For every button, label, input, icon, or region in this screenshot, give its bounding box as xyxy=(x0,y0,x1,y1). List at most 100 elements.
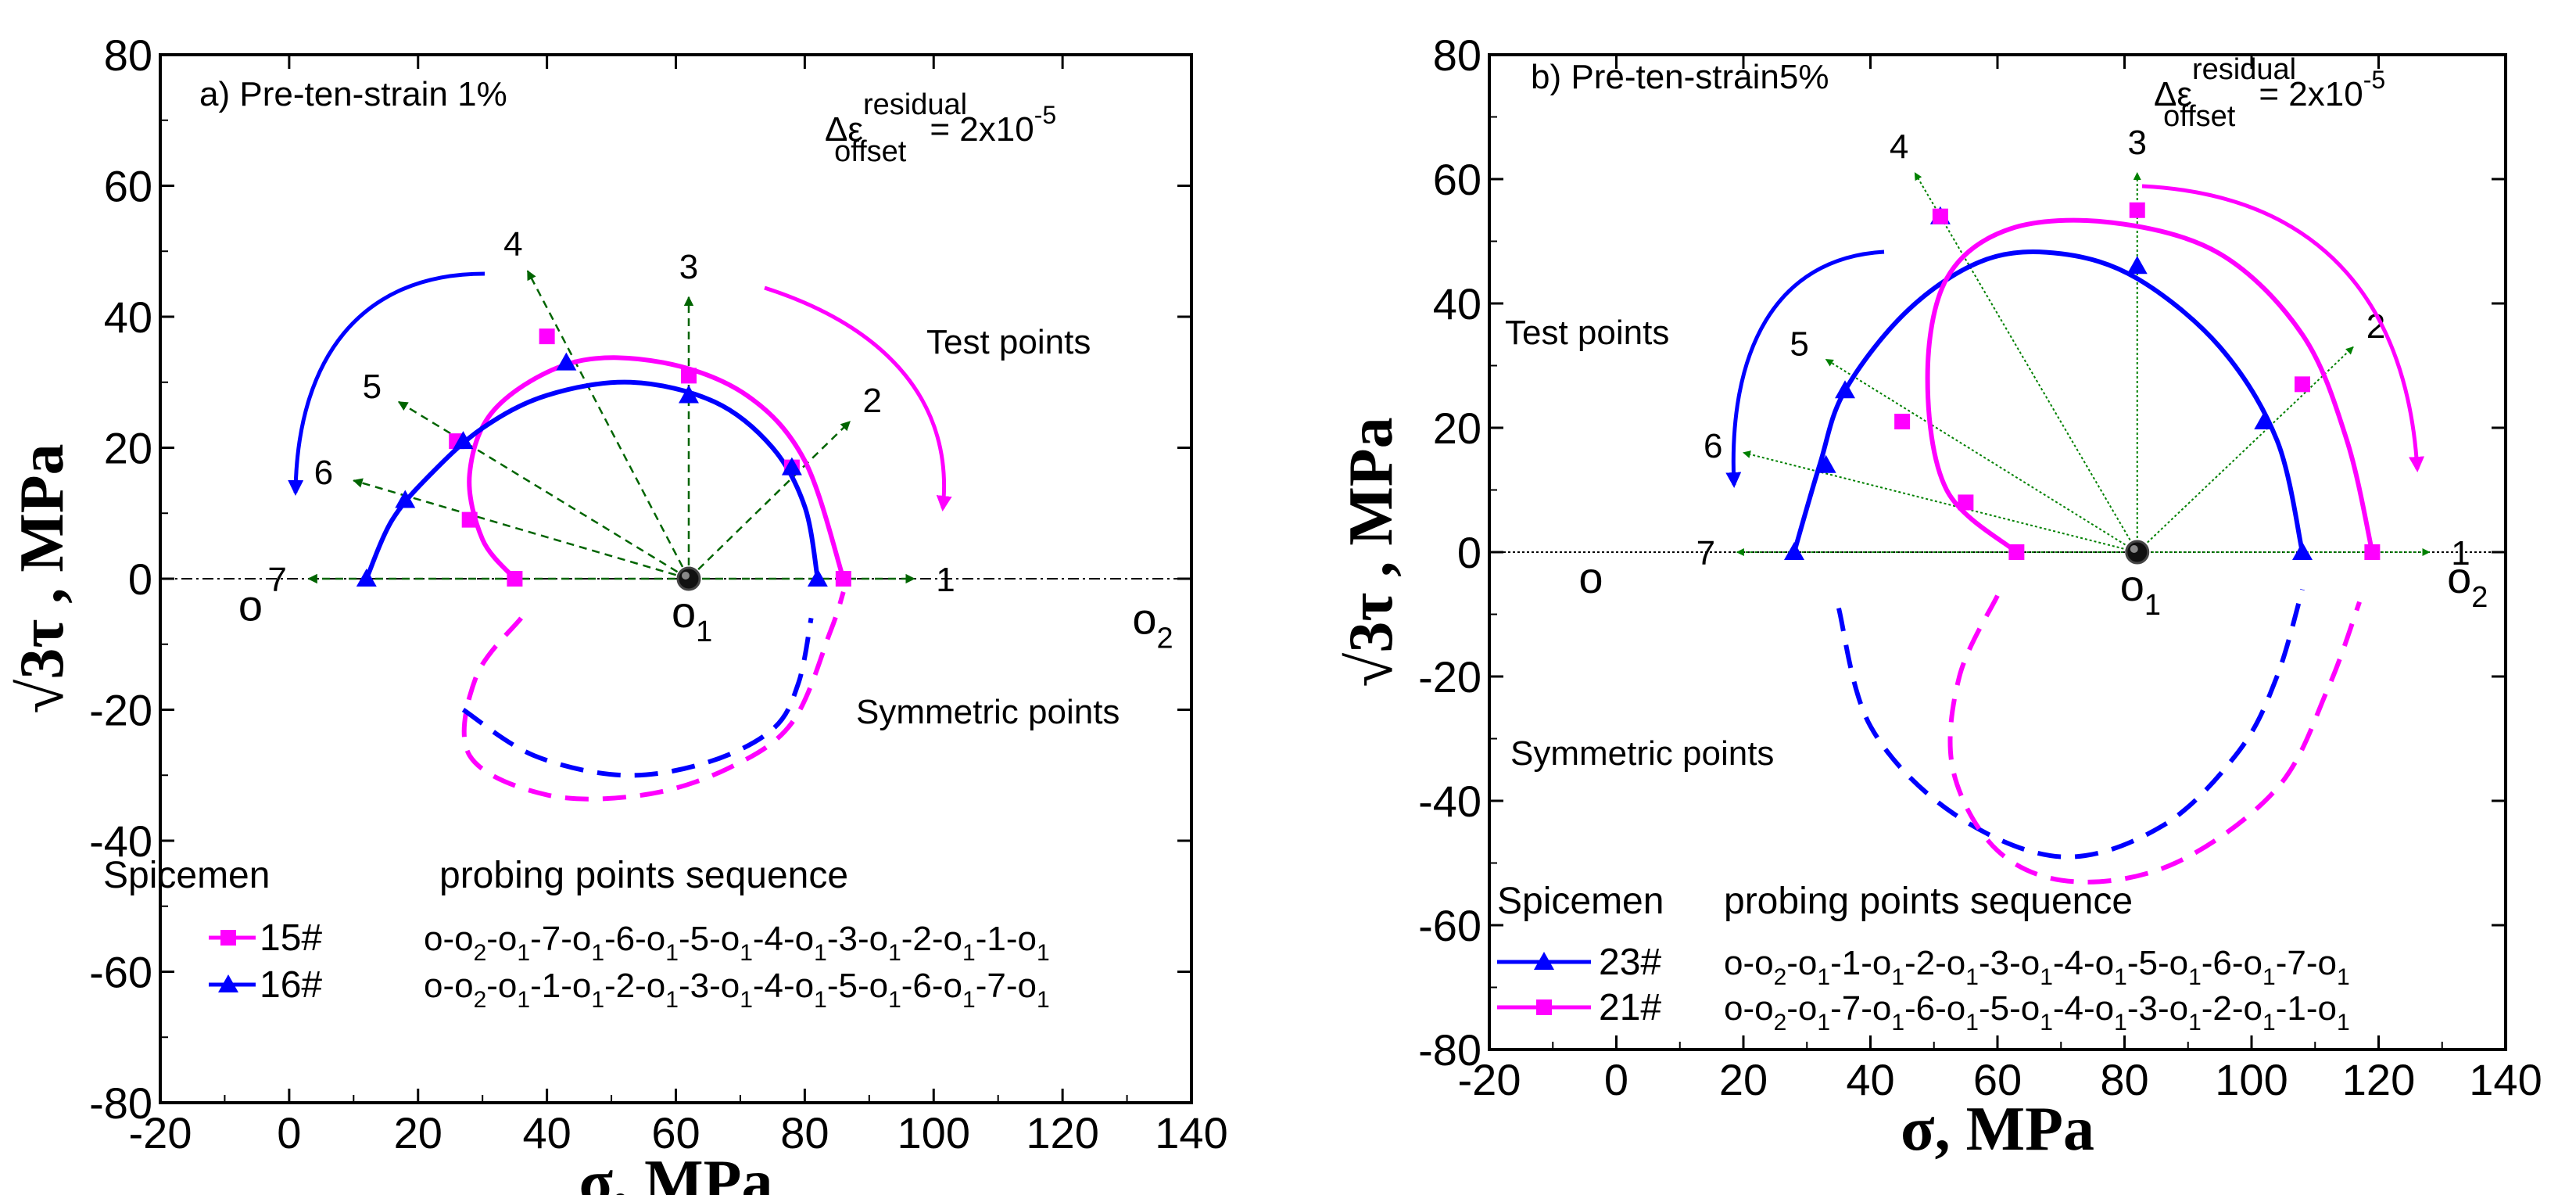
y-tick-label: -80 xyxy=(89,1078,152,1128)
x-axis-label: σ, MPa xyxy=(579,1148,773,1195)
x-tick-label: 120 xyxy=(2342,1055,2415,1104)
data-point-23# xyxy=(1815,454,1836,473)
legend-header-specimen: Spicemen xyxy=(103,855,270,896)
legend-header-sequence: probing points sequence xyxy=(439,855,848,896)
data-point-16# xyxy=(807,569,828,587)
x-tick-label: 60 xyxy=(1973,1055,2022,1104)
data-point-15# xyxy=(835,571,851,587)
data-point-15# xyxy=(680,368,697,384)
y-tick-label: 40 xyxy=(1433,279,1481,328)
probe-arrow-4 xyxy=(526,270,690,580)
legend-sequence-16#: o-o2​-o1​-1-o1​-2-o1​-3-o1​-4-o1​-5-o1​-… xyxy=(424,967,1050,1013)
data-point-16# xyxy=(781,457,802,475)
data-point-23# xyxy=(2254,411,2275,430)
y-tick-label: -40 xyxy=(1418,777,1481,826)
annotation-test-points: Test points xyxy=(926,323,1091,361)
data-point-23# xyxy=(1835,380,1855,399)
probe-label-3: 3 xyxy=(2128,124,2147,162)
x-tick-label: 0 xyxy=(1604,1055,1628,1104)
legend-sequence-21#: o-o2​-o1​-7-o1​-6-o1​-5-o1​-4-o1​-3-o1​-… xyxy=(1724,989,2350,1035)
legend: Spicemen probing points sequence 15# o-o2​-… xyxy=(103,855,1050,1013)
y-tick-label: -80 xyxy=(1418,1025,1481,1075)
chart-panel-a: -20 0 20 40 60 80 100 120 140 -80 -60 -40 -20 0 20 40 60… xyxy=(8,31,1228,1195)
x-tick-label: -20 xyxy=(1458,1055,1521,1104)
x-tick-label: 80 xyxy=(2100,1055,2148,1104)
data-point-23# xyxy=(2126,256,2148,275)
data-point-16# xyxy=(453,431,474,450)
legend-name-21#: 21# xyxy=(1599,987,1661,1028)
probe-label-5: 5 xyxy=(363,368,382,406)
legend-name-15#: 15# xyxy=(260,917,322,959)
sweep-arrow-magenta xyxy=(764,285,952,511)
legend-header-sequence: probing points sequence xyxy=(1724,881,2133,922)
data-point-21# xyxy=(2295,376,2310,393)
probe-label-4: 4 xyxy=(1890,128,1908,167)
data-point-21# xyxy=(1894,414,1911,430)
sweep-arrow-blue xyxy=(1725,249,1885,488)
data-point-21# xyxy=(2364,544,2381,560)
x-tick-label: 20 xyxy=(394,1108,442,1157)
probe-label-7: 7 xyxy=(267,561,286,599)
center-point-highlight xyxy=(2130,545,2138,553)
x-tick-label: 100 xyxy=(2215,1055,2288,1104)
x-tick-label: 0 xyxy=(277,1108,301,1157)
label-o1: o1 xyxy=(672,587,712,648)
annotation-symmetric-points: Symmetric points xyxy=(1510,734,1774,773)
chart-panel-b: -20 0 20 40 60 80 100 120 140 -80 -60 -40 -20 0 20 40 60… xyxy=(1337,31,2542,1164)
x-tick-label: 140 xyxy=(2469,1055,2542,1104)
data-point-21# xyxy=(1932,208,1948,224)
y-tick-label: -60 xyxy=(89,948,152,997)
probe-label-1: 1 xyxy=(2451,534,2470,572)
x-tick-label: -20 xyxy=(129,1108,192,1157)
panel-label: b) Pre-ten-strain5% xyxy=(1531,58,1829,96)
x-tick-label: 60 xyxy=(651,1108,700,1157)
probe-label-1: 1 xyxy=(936,561,955,599)
legend-sequence-15#: o-o2​-o1​-7-o1​-6-o1​-5-o1​-4-o1​-3-o1​-… xyxy=(424,920,1050,966)
y-tick-label: 80 xyxy=(104,31,152,80)
y-tick-label: 60 xyxy=(104,162,152,211)
series-curve-23# xyxy=(1792,249,2305,553)
y-tick-label: 20 xyxy=(1433,404,1481,453)
probe-arrow-5 xyxy=(1825,358,2138,553)
y-tick-label: -40 xyxy=(89,816,152,866)
y-tick-label: 20 xyxy=(104,424,152,473)
x-tick-label: 40 xyxy=(1846,1055,1894,1104)
label-o2: o2 xyxy=(2447,553,2488,614)
x-tick-label: 40 xyxy=(522,1108,571,1157)
residual-offset-label: Δεresidual offset= 2x10-5 xyxy=(825,88,1056,168)
probe-arrow-4 xyxy=(1914,172,2138,553)
probe-label-2: 2 xyxy=(862,382,881,420)
panel-label: a) Pre-ten-strain 1% xyxy=(199,75,507,113)
legend-name-16#: 16# xyxy=(260,964,322,1006)
data-point-16# xyxy=(395,490,416,508)
probe-label-3: 3 xyxy=(679,248,698,286)
data-point-23# xyxy=(1784,542,1804,560)
probe-arrow-2 xyxy=(688,421,851,580)
y-tick-label: 60 xyxy=(1433,155,1481,204)
label-o1: o1 xyxy=(2120,561,2161,622)
sweep-arrow-blue xyxy=(288,271,485,496)
y-tick-label: -20 xyxy=(1418,652,1481,702)
probe-arrow-6 xyxy=(353,478,690,580)
data-point-15# xyxy=(461,511,478,528)
sweep-arrow-magenta xyxy=(2141,184,2425,472)
legend-header-specimen: Spicemen xyxy=(1497,881,1664,922)
y-tick-label: 80 xyxy=(1433,31,1481,80)
probe-label-5: 5 xyxy=(1790,325,1808,363)
data-point-23# xyxy=(2292,542,2313,560)
center-point-o1 xyxy=(2125,540,2150,565)
data-point-21# xyxy=(2129,202,2145,218)
y-axis-label: √3τ , MPa xyxy=(1337,417,1406,687)
y-tick-label: -20 xyxy=(89,686,152,735)
data-point-15# xyxy=(507,571,523,587)
series-mirror-23# xyxy=(1836,588,2305,859)
label-o: o xyxy=(238,581,263,630)
x-tick-label: 80 xyxy=(780,1108,829,1157)
legend-sequence-23#: o-o2​-o1​-1-o1​-2-o1​-3-o1​-4-o1​-5-o1​-… xyxy=(1724,944,2350,990)
legend-marker-23# xyxy=(1534,952,1554,970)
data-point-16# xyxy=(678,385,699,404)
annotation-symmetric-points: Symmetric points xyxy=(856,693,1120,731)
x-axis-label: σ, MPa xyxy=(1901,1095,2094,1164)
series-mirror-15# xyxy=(461,590,846,802)
